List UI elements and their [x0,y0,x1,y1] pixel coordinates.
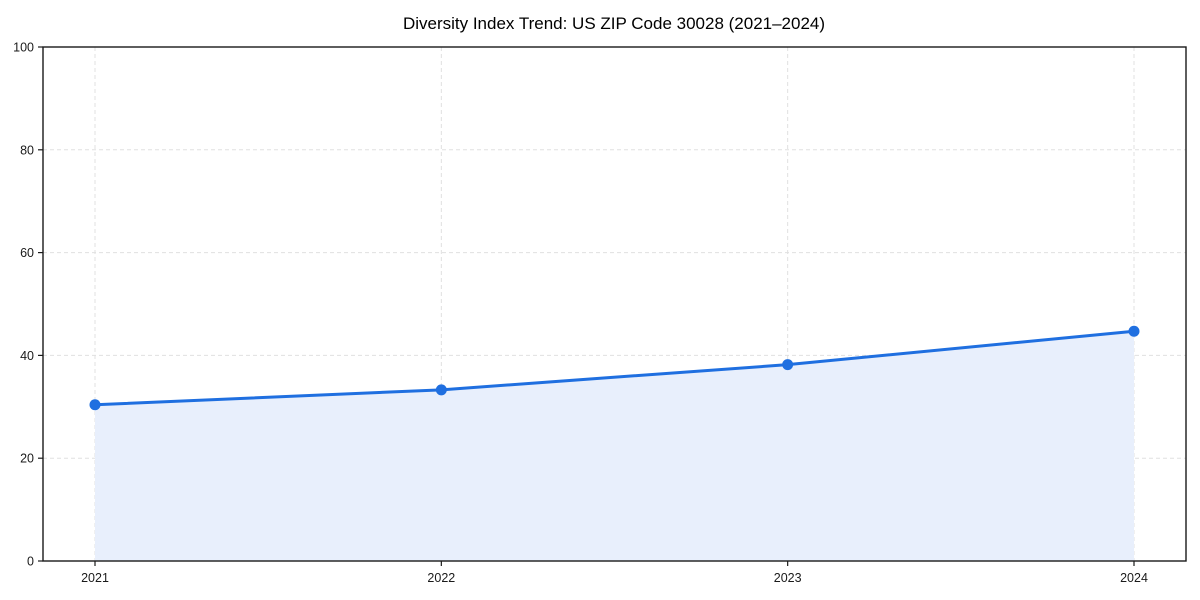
x-axis-tick-label: 2021 [81,571,109,585]
data-point-marker [89,399,101,411]
data-point-marker [1128,325,1140,337]
data-point-marker [782,359,794,371]
y-axis-tick-label: 60 [20,246,34,260]
x-axis-tick-label: 2024 [1120,571,1148,585]
y-axis-tick-label: 20 [20,452,34,466]
trend-line [93,329,1136,407]
y-axis-tick-label: 0 [27,555,34,569]
data-point-marker [435,384,447,396]
chart-title: Diversity Index Trend: US ZIP Code 30028… [403,14,825,33]
y-axis-tick-label: 40 [20,349,34,363]
area-fill [95,331,1134,561]
y-axis-tick-label: 80 [20,143,34,157]
y-axis-tick-label: 100 [13,41,34,55]
plot-border [42,46,1187,562]
x-axis-tick-label: 2023 [774,571,802,585]
x-axis-tick-label: 2022 [427,571,455,585]
